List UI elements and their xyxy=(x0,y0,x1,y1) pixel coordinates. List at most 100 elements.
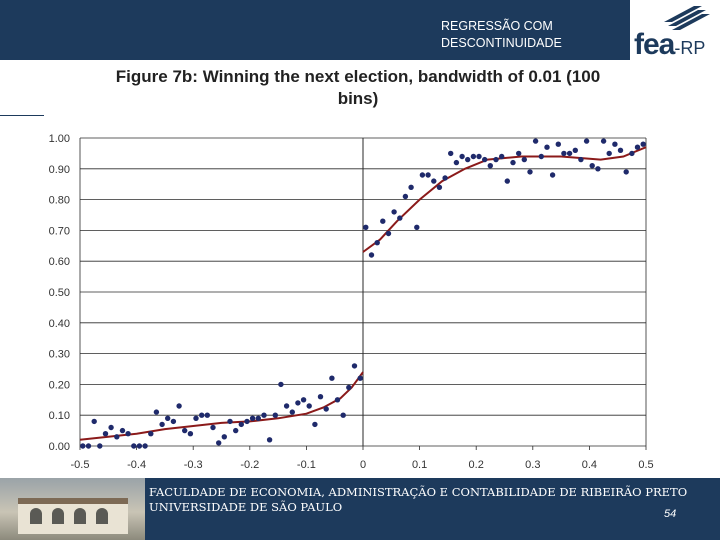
x-tick-label: -0.1 xyxy=(297,459,316,471)
data-point xyxy=(108,424,114,431)
x-tick-label: 0 xyxy=(360,459,366,471)
data-point xyxy=(357,375,363,381)
y-tick-label: 0.20 xyxy=(49,379,70,391)
data-point xyxy=(397,215,403,221)
data-point xyxy=(317,394,324,400)
data-point xyxy=(549,172,556,178)
data-point xyxy=(459,153,465,160)
x-tick-label: -0.4 xyxy=(127,459,146,471)
data-point xyxy=(589,163,595,169)
data-point xyxy=(425,172,431,178)
y-tick-label: 0.90 xyxy=(49,164,70,176)
x-tick-label: -0.2 xyxy=(240,459,259,471)
data-point xyxy=(85,443,92,449)
data-point xyxy=(125,431,131,437)
data-point xyxy=(419,172,426,178)
data-point xyxy=(402,193,409,200)
data-point xyxy=(606,150,612,157)
data-point xyxy=(261,412,267,418)
data-point xyxy=(448,150,454,157)
data-point xyxy=(391,209,397,215)
data-point xyxy=(131,443,137,449)
data-point xyxy=(408,184,414,190)
data-point xyxy=(617,147,624,153)
x-tick-label: 0.3 xyxy=(525,459,540,471)
data-point xyxy=(572,147,578,153)
data-point xyxy=(374,240,380,246)
page-number: 54 xyxy=(664,508,677,520)
header-bar: REGRESSÃO COM DESCONTINUIDADE xyxy=(0,0,630,60)
data-point xyxy=(414,224,420,230)
data-point xyxy=(153,409,160,415)
data-point xyxy=(182,427,188,434)
data-point xyxy=(312,421,318,428)
data-point xyxy=(640,141,646,147)
campus-photo xyxy=(0,478,145,540)
x-tick-label: 0.4 xyxy=(582,459,597,471)
data-point xyxy=(199,412,205,418)
data-point xyxy=(91,418,97,425)
data-point xyxy=(544,144,550,150)
scatter-chart: 0.000.100.200.300.400.500.600.700.800.90… xyxy=(49,133,654,471)
data-point xyxy=(80,443,86,449)
data-point xyxy=(516,150,522,157)
data-point xyxy=(300,397,307,403)
slide-title-line1: REGRESSÃO COM xyxy=(441,19,553,33)
data-point xyxy=(363,224,369,230)
data-point xyxy=(368,252,375,258)
y-tick-label: 1.00 xyxy=(49,133,70,145)
data-point xyxy=(538,153,544,160)
data-point xyxy=(595,166,601,172)
data-point xyxy=(244,418,250,425)
data-point xyxy=(148,431,154,437)
data-point xyxy=(170,418,177,425)
data-point xyxy=(238,421,244,428)
fit-curve-left xyxy=(79,371,364,441)
data-point xyxy=(470,153,477,160)
y-tick-label: 0.80 xyxy=(49,195,70,207)
data-point xyxy=(114,434,120,440)
x-tick-label: -0.3 xyxy=(184,459,203,471)
data-point xyxy=(487,163,493,169)
data-point xyxy=(227,418,233,425)
data-point xyxy=(334,397,341,403)
data-point xyxy=(351,363,358,369)
data-point xyxy=(612,141,618,147)
data-point xyxy=(142,443,148,449)
data-point xyxy=(136,443,143,449)
fit-curves xyxy=(79,146,647,441)
x-tick-label: 0.5 xyxy=(638,459,653,471)
y-tick-label: 0.50 xyxy=(49,287,70,299)
data-point xyxy=(159,421,165,428)
data-point xyxy=(510,159,516,166)
data-point xyxy=(266,437,273,443)
data-point xyxy=(249,415,256,421)
data-point xyxy=(436,184,443,190)
y-tick-labels: 0.00 0.10 0.20 0.30 0.40 0.50 0.60 0.70 0.80 0.90… xyxy=(49,133,70,453)
data-point xyxy=(623,169,629,175)
x-tick-label: 0.2 xyxy=(469,459,484,471)
x-tick-labels: -0.5 -0.4 -0.3 -0.2 -0.1 0 0.1 0.2 0.3 0.4 0.5 xyxy=(71,459,654,471)
fit-curve-right xyxy=(362,146,647,253)
data-point xyxy=(102,431,109,437)
logo-suffix: -RP xyxy=(674,38,706,58)
data-point xyxy=(493,156,499,163)
data-point xyxy=(442,175,448,181)
axes xyxy=(79,138,647,450)
data-points xyxy=(80,138,646,449)
data-point xyxy=(600,138,607,144)
slide-title-line2: DESCONTINUIDADE xyxy=(441,36,562,50)
y-tick-label: 0.40 xyxy=(49,318,70,330)
institution-line2: UNIVERSIDADE DE SÃO PAULO xyxy=(149,500,343,514)
data-point xyxy=(340,412,346,418)
y-tick-label: 0.10 xyxy=(49,410,70,422)
data-point xyxy=(295,400,301,406)
data-point xyxy=(634,144,641,150)
fea-rp-logo: fea-RP xyxy=(630,0,720,61)
data-point xyxy=(566,150,573,157)
data-point xyxy=(583,138,590,144)
y-tick-label: 0.60 xyxy=(49,256,70,268)
data-point xyxy=(561,150,567,157)
data-point xyxy=(385,230,392,237)
data-point xyxy=(521,156,527,163)
